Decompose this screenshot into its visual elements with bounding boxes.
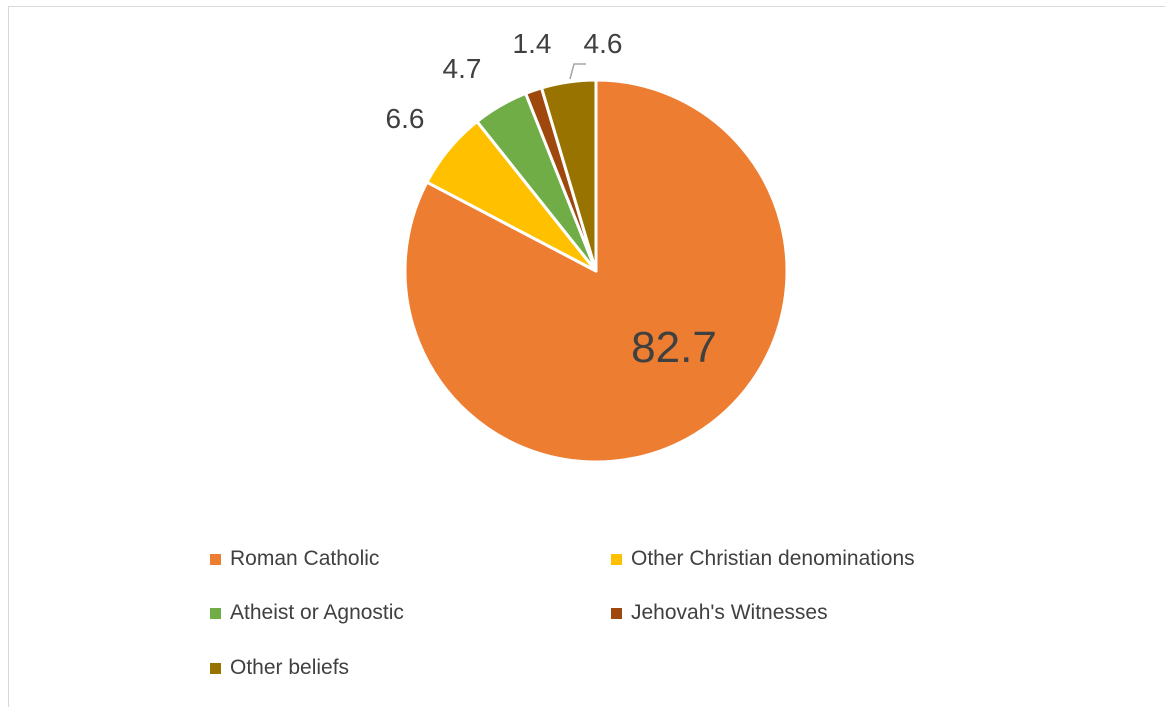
data-label-atheist-or-agnostic: 4.7 — [443, 53, 482, 84]
leader-lines — [569, 63, 586, 80]
pie-slice-roman-catholic — [403, 78, 789, 464]
pie-slice-other-beliefs — [540, 78, 598, 273]
data-label-other-beliefs: 4.6 — [584, 28, 623, 59]
data-label-other-christian-denominations: 6.6 — [386, 103, 425, 134]
leader-line-other-beliefs — [569, 63, 586, 80]
data-label-roman-catholic: 82.7 — [631, 323, 717, 372]
data-label-jehovah-s-witnesses: 1.4 — [513, 28, 552, 59]
pie-slices — [403, 78, 789, 464]
data-labels: 82.7 6.6 4.7 1.4 4.6 — [386, 28, 717, 372]
